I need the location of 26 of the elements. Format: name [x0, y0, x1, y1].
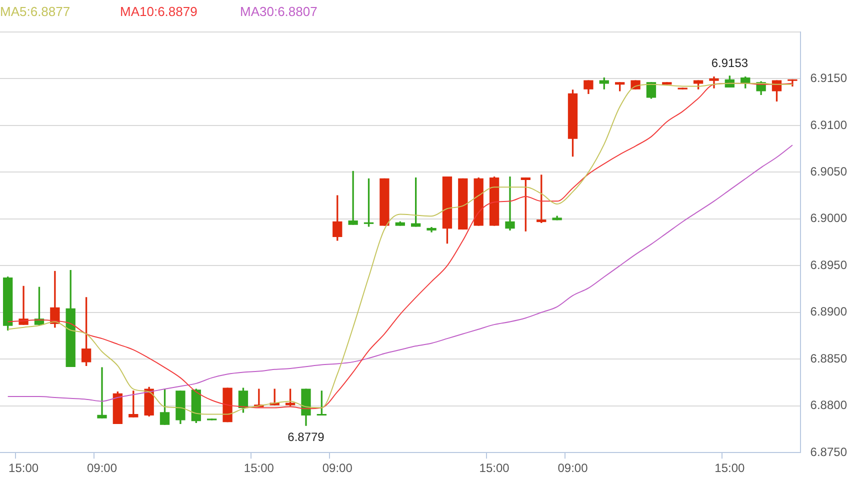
x-tick-label: 15:00 [8, 461, 39, 476]
y-tick-label: 6.8850 [810, 351, 848, 366]
x-tick-label: 15:00 [479, 461, 510, 476]
candlestick [505, 176, 515, 230]
candlestick [97, 367, 107, 418]
y-tick-label: 6.8950 [810, 258, 848, 272]
y-tick-label: 6.8750 [810, 444, 848, 459]
y-tick-label: 6.8800 [810, 398, 848, 412]
line-series [7, 144, 793, 402]
x-tick-label: 15:00 [244, 461, 274, 476]
y-tick-label: 6.8900 [810, 304, 848, 319]
y-tick-label: 6.9150 [810, 71, 848, 86]
text: MA30:6.8807 [240, 4, 318, 19]
x-tick-label: 09:00 [86, 461, 118, 476]
candlestick [348, 170, 358, 225]
x-tick-label: 09:00 [558, 461, 588, 476]
text: MA10:6.8879 [120, 4, 198, 19]
candlestick [18, 286, 28, 325]
x-tick-label: 09:00 [322, 461, 353, 476]
annotation: 6.8779 [288, 430, 325, 444]
text: MA5:6.8877 [0, 4, 72, 19]
y-tick-label: 6.9000 [810, 211, 848, 226]
annotation: 6.9153 [711, 56, 748, 70]
y-tick-label: 6.9050 [810, 164, 848, 179]
y-tick-label: 6.9100 [810, 118, 848, 132]
x-tick-label: 15:00 [714, 461, 746, 476]
